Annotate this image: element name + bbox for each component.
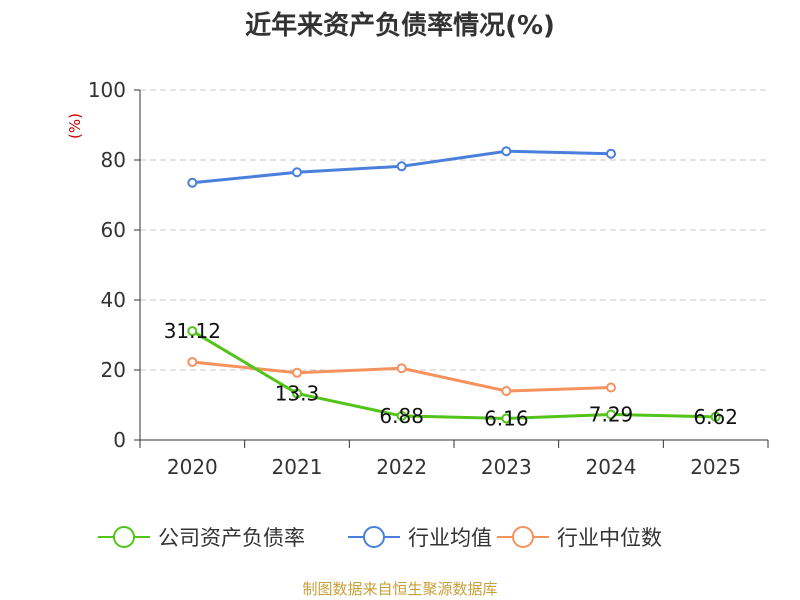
- data-label: 6.16: [484, 406, 529, 430]
- legend-label: 行业中位数: [557, 526, 662, 550]
- legend-item-0: 公司资产负债率: [98, 526, 305, 550]
- legend-marker: [512, 526, 534, 548]
- y-tick-label: 40: [101, 288, 126, 312]
- x-tick-label: 2025: [690, 455, 741, 479]
- y-axis-label: (%): [66, 113, 84, 139]
- series-1: [187, 146, 616, 188]
- legend-label: 行业均值: [408, 526, 492, 550]
- data-point: [292, 367, 302, 378]
- data-point: [606, 409, 616, 420]
- source-note: 制图数据来自恒生聚源数据库: [302, 580, 497, 598]
- y-tick-label: 100: [88, 78, 126, 102]
- data-point: [501, 146, 512, 157]
- x-tick-label: 2024: [586, 455, 637, 479]
- data-label: 6.88: [379, 404, 424, 428]
- data-point: [187, 326, 198, 337]
- data-point: [292, 388, 302, 399]
- data-point: [396, 161, 407, 172]
- data-point: [606, 148, 616, 159]
- y-tick-label: 80: [101, 148, 126, 172]
- grid-lines: [140, 89, 768, 371]
- data-point: [501, 413, 512, 424]
- x-tick-label: 2021: [272, 455, 323, 479]
- data-point: [501, 386, 512, 396]
- data-point: [396, 363, 407, 374]
- data-point: [396, 410, 407, 421]
- data-point: [187, 177, 198, 188]
- x-tick-label: 2023: [481, 455, 532, 479]
- legend-label: 公司资产负债率: [158, 526, 305, 550]
- legend-marker: [363, 526, 385, 548]
- data-point: [187, 356, 198, 367]
- data-point: [292, 167, 302, 178]
- series-0: [187, 326, 721, 424]
- y-tick-label: 20: [101, 358, 126, 382]
- series-2: [187, 356, 616, 396]
- x-tick-label: 2022: [376, 455, 427, 479]
- legend-item-2: 行业中位数: [497, 526, 662, 550]
- data-label: 7.29: [589, 402, 634, 426]
- data-label: 31.12: [164, 319, 221, 343]
- data-label: 6.62: [693, 405, 738, 429]
- data-labels: 31.12 13.3 6.88 6.16 7.29 6.62: [164, 319, 738, 430]
- chart-title: 近年来资产负债率情况(%): [245, 10, 555, 41]
- data-label: 13.3: [275, 381, 320, 405]
- axes: 0 20 40 60 80 100 2020 2021 2022 2023 2024 2025: [88, 78, 769, 479]
- y-tick-label: 60: [101, 218, 126, 242]
- y-tick-label: 0: [113, 428, 126, 452]
- x-tick-label: 2020: [167, 455, 218, 479]
- legend-marker: [113, 526, 135, 548]
- series-line: [191, 329, 716, 420]
- data-point: [606, 382, 616, 393]
- data-point: [710, 411, 721, 422]
- legend-item-1: 行业均值: [348, 526, 492, 550]
- legend: 公司资产负债率 行业均值 行业中位数: [98, 526, 662, 550]
- series-layer: [187, 146, 721, 424]
